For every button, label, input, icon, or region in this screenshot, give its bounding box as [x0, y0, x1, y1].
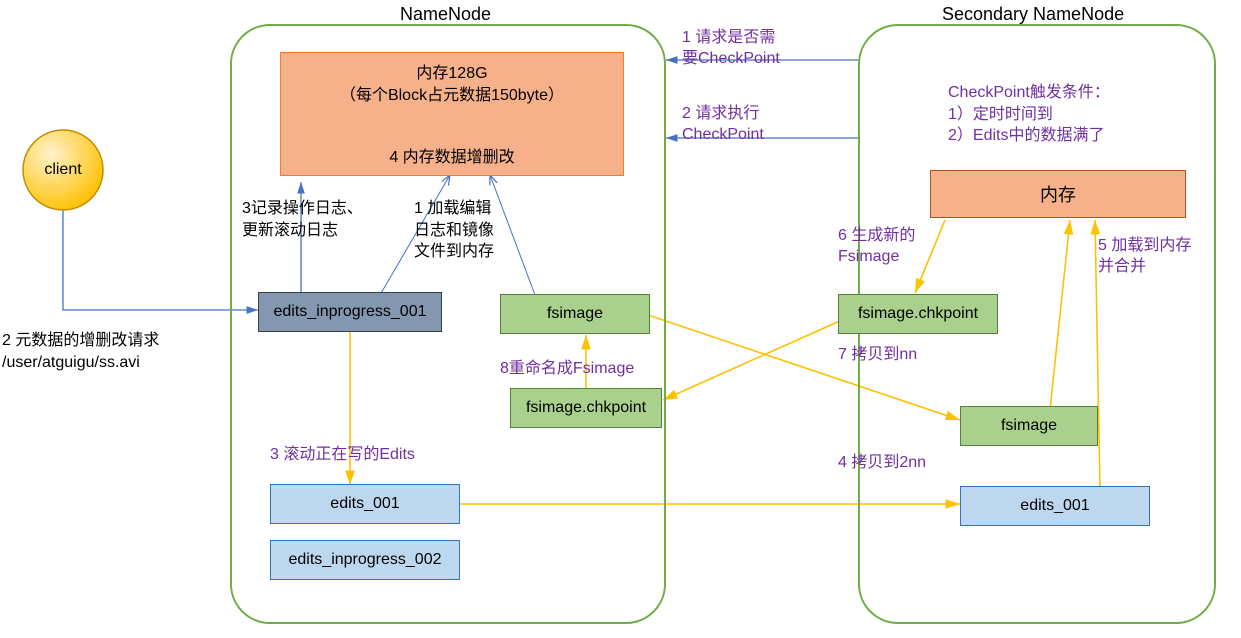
client-node: client — [23, 150, 103, 190]
fsimage-chkpoint-nn-label: fsimage.chkpoint — [526, 399, 646, 417]
edits-inprogress-001: edits_inprogress_001 — [258, 292, 442, 332]
fsimage-nn-label: fsimage — [547, 305, 603, 323]
text-roll3: 3 滚动正在写的Edits — [270, 440, 415, 464]
snn-memory-label: 内存 — [1040, 181, 1076, 207]
edits-inprogress-002-label: edits_inprogress_002 — [289, 551, 442, 569]
text-req2: 2 请求执行 CheckPoint — [682, 104, 764, 146]
nn-memory-line1: 内存128G — [416, 65, 487, 82]
text-load1: 1 加载编辑 日志和镜像 文件到内存 — [414, 198, 494, 263]
edits-inprogress-002: edits_inprogress_002 — [270, 540, 460, 580]
edits-inprogress-001-label: edits_inprogress_001 — [274, 303, 427, 321]
fsimage-chkpoint-snn-label: fsimage.chkpoint — [858, 305, 978, 323]
text-trigger: CheckPoint触发条件： 1）定时时间到 2）Edits中的数据满了 — [948, 82, 1110, 147]
edits-001-snn: edits_001 — [960, 486, 1150, 526]
nn-memory-line3: 4 内存数据增删改 — [389, 143, 514, 167]
snn-memory-box: 内存 — [930, 170, 1186, 218]
edits-001-snn-label: edits_001 — [1020, 497, 1089, 515]
text-client-req: 2 元数据的增删改请求 /user/atguigu/ss.avi — [2, 330, 159, 373]
text-rename8: 8重命名成Fsimage — [500, 354, 634, 378]
text-load5: 5 加载到内存 并合并 — [1098, 236, 1191, 278]
fsimage-chkpoint-nn: fsimage.chkpoint — [510, 388, 662, 428]
fsimage-snn-label: fsimage — [1001, 417, 1057, 435]
fsimage-nn: fsimage — [500, 294, 650, 334]
text-log3: 3记录操作日志、 更新滚动日志 — [242, 198, 363, 241]
nn-memory-box: 内存128G （每个Block占元数据150byte） 4 内存数据增删改 — [280, 52, 624, 176]
edits-001-nn: edits_001 — [270, 484, 460, 524]
text-copy4: 4 拷贝到2nn — [838, 448, 926, 472]
secondary-namenode-title: Secondary NameNode — [942, 4, 1124, 25]
edits-001-nn-label: edits_001 — [330, 495, 399, 513]
text-copy7: 7 拷贝到nn — [838, 340, 917, 364]
fsimage-snn: fsimage — [960, 406, 1098, 446]
text-gen6: 6 生成新的 Fsimage — [838, 226, 915, 268]
nn-memory-line2: （每个Block占元数据150byte） — [340, 87, 564, 104]
namenode-title: NameNode — [400, 4, 491, 25]
client-label: client — [44, 161, 81, 179]
fsimage-chkpoint-snn: fsimage.chkpoint — [838, 294, 998, 334]
text-req1: 1 请求是否需 要CheckPoint — [682, 28, 780, 70]
